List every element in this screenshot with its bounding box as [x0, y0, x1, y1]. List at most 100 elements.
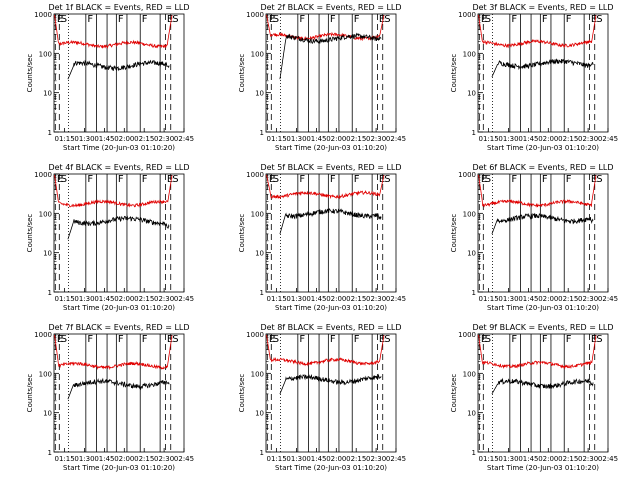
x-tick-label: 02:00: [326, 135, 346, 143]
marker-label: E: [591, 174, 597, 185]
marker-label: F: [542, 174, 548, 185]
plot-frame: [477, 333, 609, 453]
y-tick-label: 10: [467, 410, 476, 418]
y-tick-label: 100: [39, 210, 52, 218]
x-axis-label: Start Time (20-Jun-03 01:10:20): [275, 144, 387, 152]
x-tick-label: 02:15: [134, 455, 154, 463]
marker-label: F: [354, 334, 360, 345]
x-tick-label: 02:00: [538, 295, 558, 303]
y-tick-label: 1000: [246, 331, 264, 339]
x-tick-label: 02:15: [346, 455, 366, 463]
marker-label: F: [566, 14, 572, 25]
y-tick-label: 100: [39, 370, 52, 378]
x-tick-label: 02:45: [386, 455, 406, 463]
lld-series-line: [478, 14, 597, 49]
y-axis-label: Counts/sec: [450, 374, 458, 413]
events-series-line: [491, 212, 594, 235]
events-series-line: [279, 32, 382, 80]
x-tick-label: 02:45: [598, 135, 618, 143]
y-tick-label: 1000: [458, 171, 476, 179]
panel-title: Det 2f BLACK = Events, RED = LLD: [260, 3, 401, 12]
panel-title: Det 7f BLACK = Events, RED = LLD: [48, 323, 189, 332]
x-tick-label: 01:45: [518, 455, 538, 463]
marker-label: F: [542, 334, 548, 345]
y-tick-label: 10: [467, 90, 476, 98]
marker-label: F: [87, 334, 93, 345]
x-tick-label: 02:45: [598, 455, 618, 463]
events-series-line: [67, 59, 170, 80]
lld-series-line: [54, 334, 173, 371]
marker-label: S: [61, 174, 67, 185]
x-tick-label: 01:30: [286, 455, 306, 463]
y-tick-label: 10: [255, 90, 264, 98]
x-tick-label: 02:00: [114, 295, 134, 303]
y-tick-label: 1000: [458, 11, 476, 19]
x-tick-label: 02:00: [114, 455, 134, 463]
x-tick-label: 02:30: [578, 455, 598, 463]
marker-label: E: [269, 14, 275, 25]
marker-label: E: [167, 334, 173, 345]
marker-label: F: [118, 14, 124, 25]
x-tick-label: 02:45: [598, 295, 618, 303]
x-tick-label: 01:30: [286, 135, 306, 143]
marker-label: S: [172, 334, 178, 345]
y-tick-label: 100: [39, 50, 52, 58]
x-tick-label: 01:45: [94, 295, 114, 303]
x-tick-label: 01:45: [518, 135, 538, 143]
y-axis-label: Counts/sec: [26, 374, 34, 413]
x-tick-label: 01:15: [479, 455, 499, 463]
x-tick-label: 01:15: [267, 295, 287, 303]
x-tick-label: 02:30: [366, 135, 386, 143]
y-tick-label: 100: [463, 50, 476, 58]
marker-label: S: [172, 14, 178, 25]
y-tick-label: 1000: [246, 11, 264, 19]
y-tick-label: 100: [463, 210, 476, 218]
x-tick-label: 02:45: [174, 295, 194, 303]
marker-label: F: [511, 14, 517, 25]
x-tick-label: 01:15: [267, 455, 287, 463]
marker-label: F: [142, 14, 148, 25]
x-tick-label: 02:45: [174, 135, 194, 143]
panel-3: Det 3f BLACK = Events, RED = LLD 1 10 100 10…: [450, 3, 618, 152]
plot-frame: [53, 173, 185, 293]
y-tick-label: 100: [251, 210, 264, 218]
y-tick-label: 10: [43, 410, 52, 418]
x-tick-label: 02:15: [558, 135, 578, 143]
y-axis-label: Counts/sec: [238, 54, 246, 93]
x-tick-label: 02:30: [578, 295, 598, 303]
marker-label: F: [142, 334, 148, 345]
x-tick-label: 01:45: [306, 455, 326, 463]
y-tick-label: 1: [472, 449, 476, 457]
x-tick-label: 02:15: [346, 295, 366, 303]
y-tick-label: 10: [255, 250, 264, 258]
plot-frame: [53, 13, 185, 133]
x-tick-label: 01:30: [498, 455, 518, 463]
y-tick-label: 100: [251, 50, 264, 58]
y-tick-label: 1: [260, 449, 264, 457]
marker-label: E: [167, 14, 173, 25]
x-axis-label: Start Time (20-Jun-03 01:10:20): [275, 464, 387, 472]
y-tick-label: 10: [43, 90, 52, 98]
marker-label: E: [481, 334, 487, 345]
lld-series-line: [54, 174, 173, 208]
marker-label: F: [87, 14, 93, 25]
y-axis-label: Counts/sec: [450, 214, 458, 253]
marker-label: E: [591, 334, 597, 345]
x-tick-label: 02:15: [134, 295, 154, 303]
x-axis-label: Start Time (20-Jun-03 01:10:20): [487, 464, 599, 472]
y-tick-label: 1: [260, 129, 264, 137]
y-tick-label: 1000: [246, 171, 264, 179]
x-tick-label: 02:15: [558, 295, 578, 303]
marker-label: S: [61, 14, 67, 25]
y-tick-label: 10: [467, 250, 476, 258]
plot-frame: [477, 173, 609, 293]
marker-label: E: [591, 14, 597, 25]
panel-8: Det 8f BLACK = Events, RED = LLD 1 10 100 10…: [238, 323, 406, 472]
marker-label: F: [118, 174, 124, 185]
x-tick-label: 01:30: [74, 455, 94, 463]
marker-label: S: [485, 334, 491, 345]
x-tick-label: 02:45: [386, 295, 406, 303]
y-tick-label: 10: [255, 410, 264, 418]
marker-label: S: [172, 174, 178, 185]
lld-series-line: [478, 174, 597, 208]
